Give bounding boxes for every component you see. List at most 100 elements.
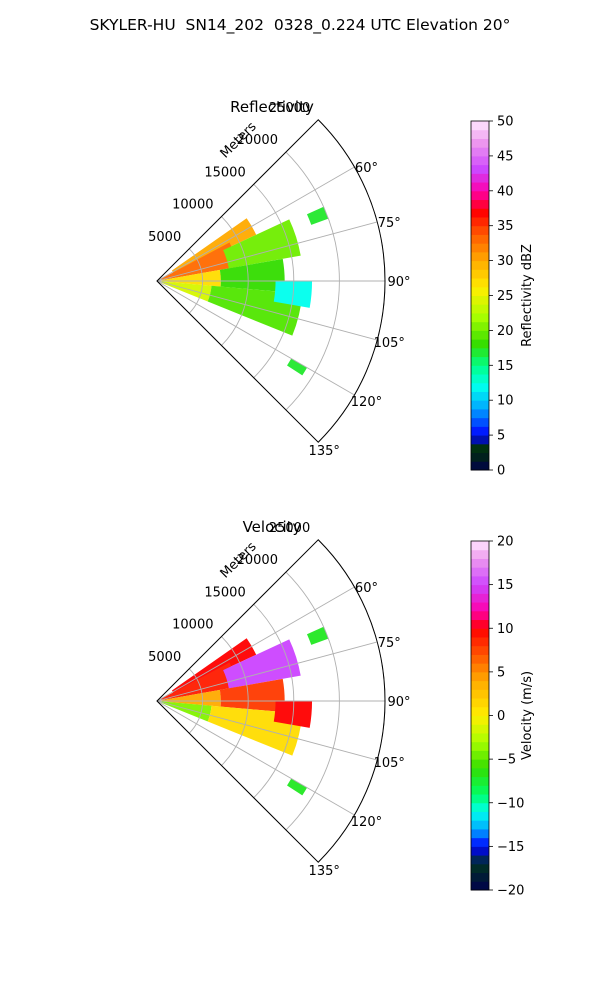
colorbar-tick-label: −10 [497, 796, 524, 811]
angle-tick-label: 60° [355, 161, 378, 176]
angle-tick-label: 120° [351, 395, 382, 410]
colorbar-segment [471, 663, 489, 673]
colorbar-segment [471, 155, 489, 166]
grid [156, 119, 386, 443]
colorbar-tick-label: 20 [497, 324, 514, 339]
colorbar-segment [471, 391, 489, 401]
sector-outline [156, 119, 386, 443]
colorbar-segment [471, 636, 489, 647]
colorbar-tick-label: −20 [497, 884, 524, 899]
colorbar-tick-label: 35 [497, 219, 514, 234]
colorbar-segment [471, 855, 489, 865]
colorbar-segment [471, 820, 489, 830]
panel-velocity: Velocity500010000150002000025000Meters60… [148, 518, 535, 899]
colorbar-segment [471, 234, 489, 244]
colorbar-label: Reflectivity dBZ [520, 244, 535, 347]
colorbar-segment [471, 872, 489, 882]
colorbar-segment [471, 794, 489, 804]
radial-line [156, 280, 355, 396]
angle-tick-label: 75° [378, 216, 401, 231]
echo-layer [161, 626, 329, 796]
colorbar-tick-label: 40 [497, 184, 514, 199]
radial-line [156, 280, 378, 341]
colorbar-segment [471, 706, 489, 716]
colorbar-segment [471, 243, 489, 253]
radial-line [156, 700, 378, 761]
range-tick-label: 25000 [269, 521, 310, 536]
colorbar-segment [471, 785, 489, 795]
figure-title: SKYLER-HU SN14_202 0328_0.224 UTC Elevat… [89, 16, 511, 34]
colorbar-segment [471, 374, 489, 384]
grid [156, 539, 386, 863]
echo-region [223, 639, 301, 689]
colorbar-segment [471, 339, 489, 349]
colorbar-segment [471, 671, 489, 682]
colorbar-segment [471, 304, 489, 314]
colorbar-segment [471, 443, 489, 454]
echo-region [171, 218, 257, 274]
colorbar-segment [471, 121, 489, 131]
colorbar-segment [471, 575, 489, 586]
colorbar-segment [471, 365, 489, 375]
colorbar-segment [471, 645, 489, 655]
colorbar-label: Velocity (m/s) [520, 671, 535, 760]
colorbar-segment [471, 208, 489, 218]
echo-region [161, 242, 238, 281]
radial-line [156, 586, 355, 702]
colorbar-tick-label: 10 [497, 622, 514, 637]
colorbar-segment [471, 689, 489, 699]
colorbar-segment [471, 164, 489, 174]
range-tick-label: 15000 [204, 165, 245, 180]
colorbar-segment [471, 356, 489, 366]
range-tick-label: 20000 [237, 553, 278, 568]
angle-tick-label: 135° [309, 864, 340, 879]
sector-outline [156, 539, 386, 863]
colorbar-segment [471, 408, 489, 419]
colorbar-segment [471, 251, 489, 262]
echo-region [306, 206, 329, 225]
angle-tick-label: 135° [309, 444, 340, 459]
colorbar-segment [471, 461, 489, 471]
colorbar-segment [471, 190, 489, 201]
colorbar-tick-label: 0 [497, 709, 505, 724]
colorbar-segment [471, 602, 489, 612]
range-tick-label: 10000 [172, 618, 213, 633]
radial-line [156, 221, 378, 282]
echo-region [161, 281, 212, 302]
colorbar-segment [471, 278, 489, 288]
range-tick-label: 25000 [269, 101, 310, 116]
colorbar: −20 −15 −10 −5 0 5 10 15 20 Velocity (m/s) [470, 535, 535, 899]
colorbar-segment [471, 750, 489, 760]
colorbar-segment [471, 767, 489, 778]
colorbar-segment [471, 715, 489, 725]
colorbar-segment [471, 654, 489, 664]
colorbar: 0 5 10 15 20 25 30 35 40 45 50 Reflectivity dBZ [470, 115, 535, 479]
colorbar-segment [471, 321, 489, 331]
colorbar-tick-label: 50 [497, 115, 514, 130]
echo-region [219, 678, 285, 713]
colorbar-segment [471, 312, 489, 323]
colorbar-segment [471, 426, 489, 436]
range-tick-label: 5000 [148, 650, 181, 665]
colorbar-segment [471, 837, 489, 847]
colorbar-segment [471, 610, 489, 621]
colorbar-tick-label: 25 [497, 289, 514, 304]
colorbar-segment [471, 724, 489, 734]
colorbar-segment [471, 330, 489, 340]
colorbar-tick-label: 0 [497, 464, 505, 479]
angle-tick-label: 60° [355, 581, 378, 596]
colorbar-segment [471, 541, 489, 551]
colorbar-segment [471, 173, 489, 183]
echo-layer [161, 206, 329, 376]
colorbar-tick-label: 20 [497, 535, 514, 550]
colorbar-tick-label: −5 [497, 753, 516, 768]
colorbar-segment [471, 182, 489, 192]
colorbar-segment [471, 347, 489, 358]
colorbar-tick-label: 45 [497, 149, 514, 164]
range-tick-label: 20000 [237, 133, 278, 148]
colorbar-segment [471, 216, 489, 227]
colorbar-tick-label: 30 [497, 254, 514, 269]
colorbar-segment [471, 138, 489, 148]
colorbar-segment [471, 881, 489, 891]
colorbar-segment [471, 698, 489, 708]
